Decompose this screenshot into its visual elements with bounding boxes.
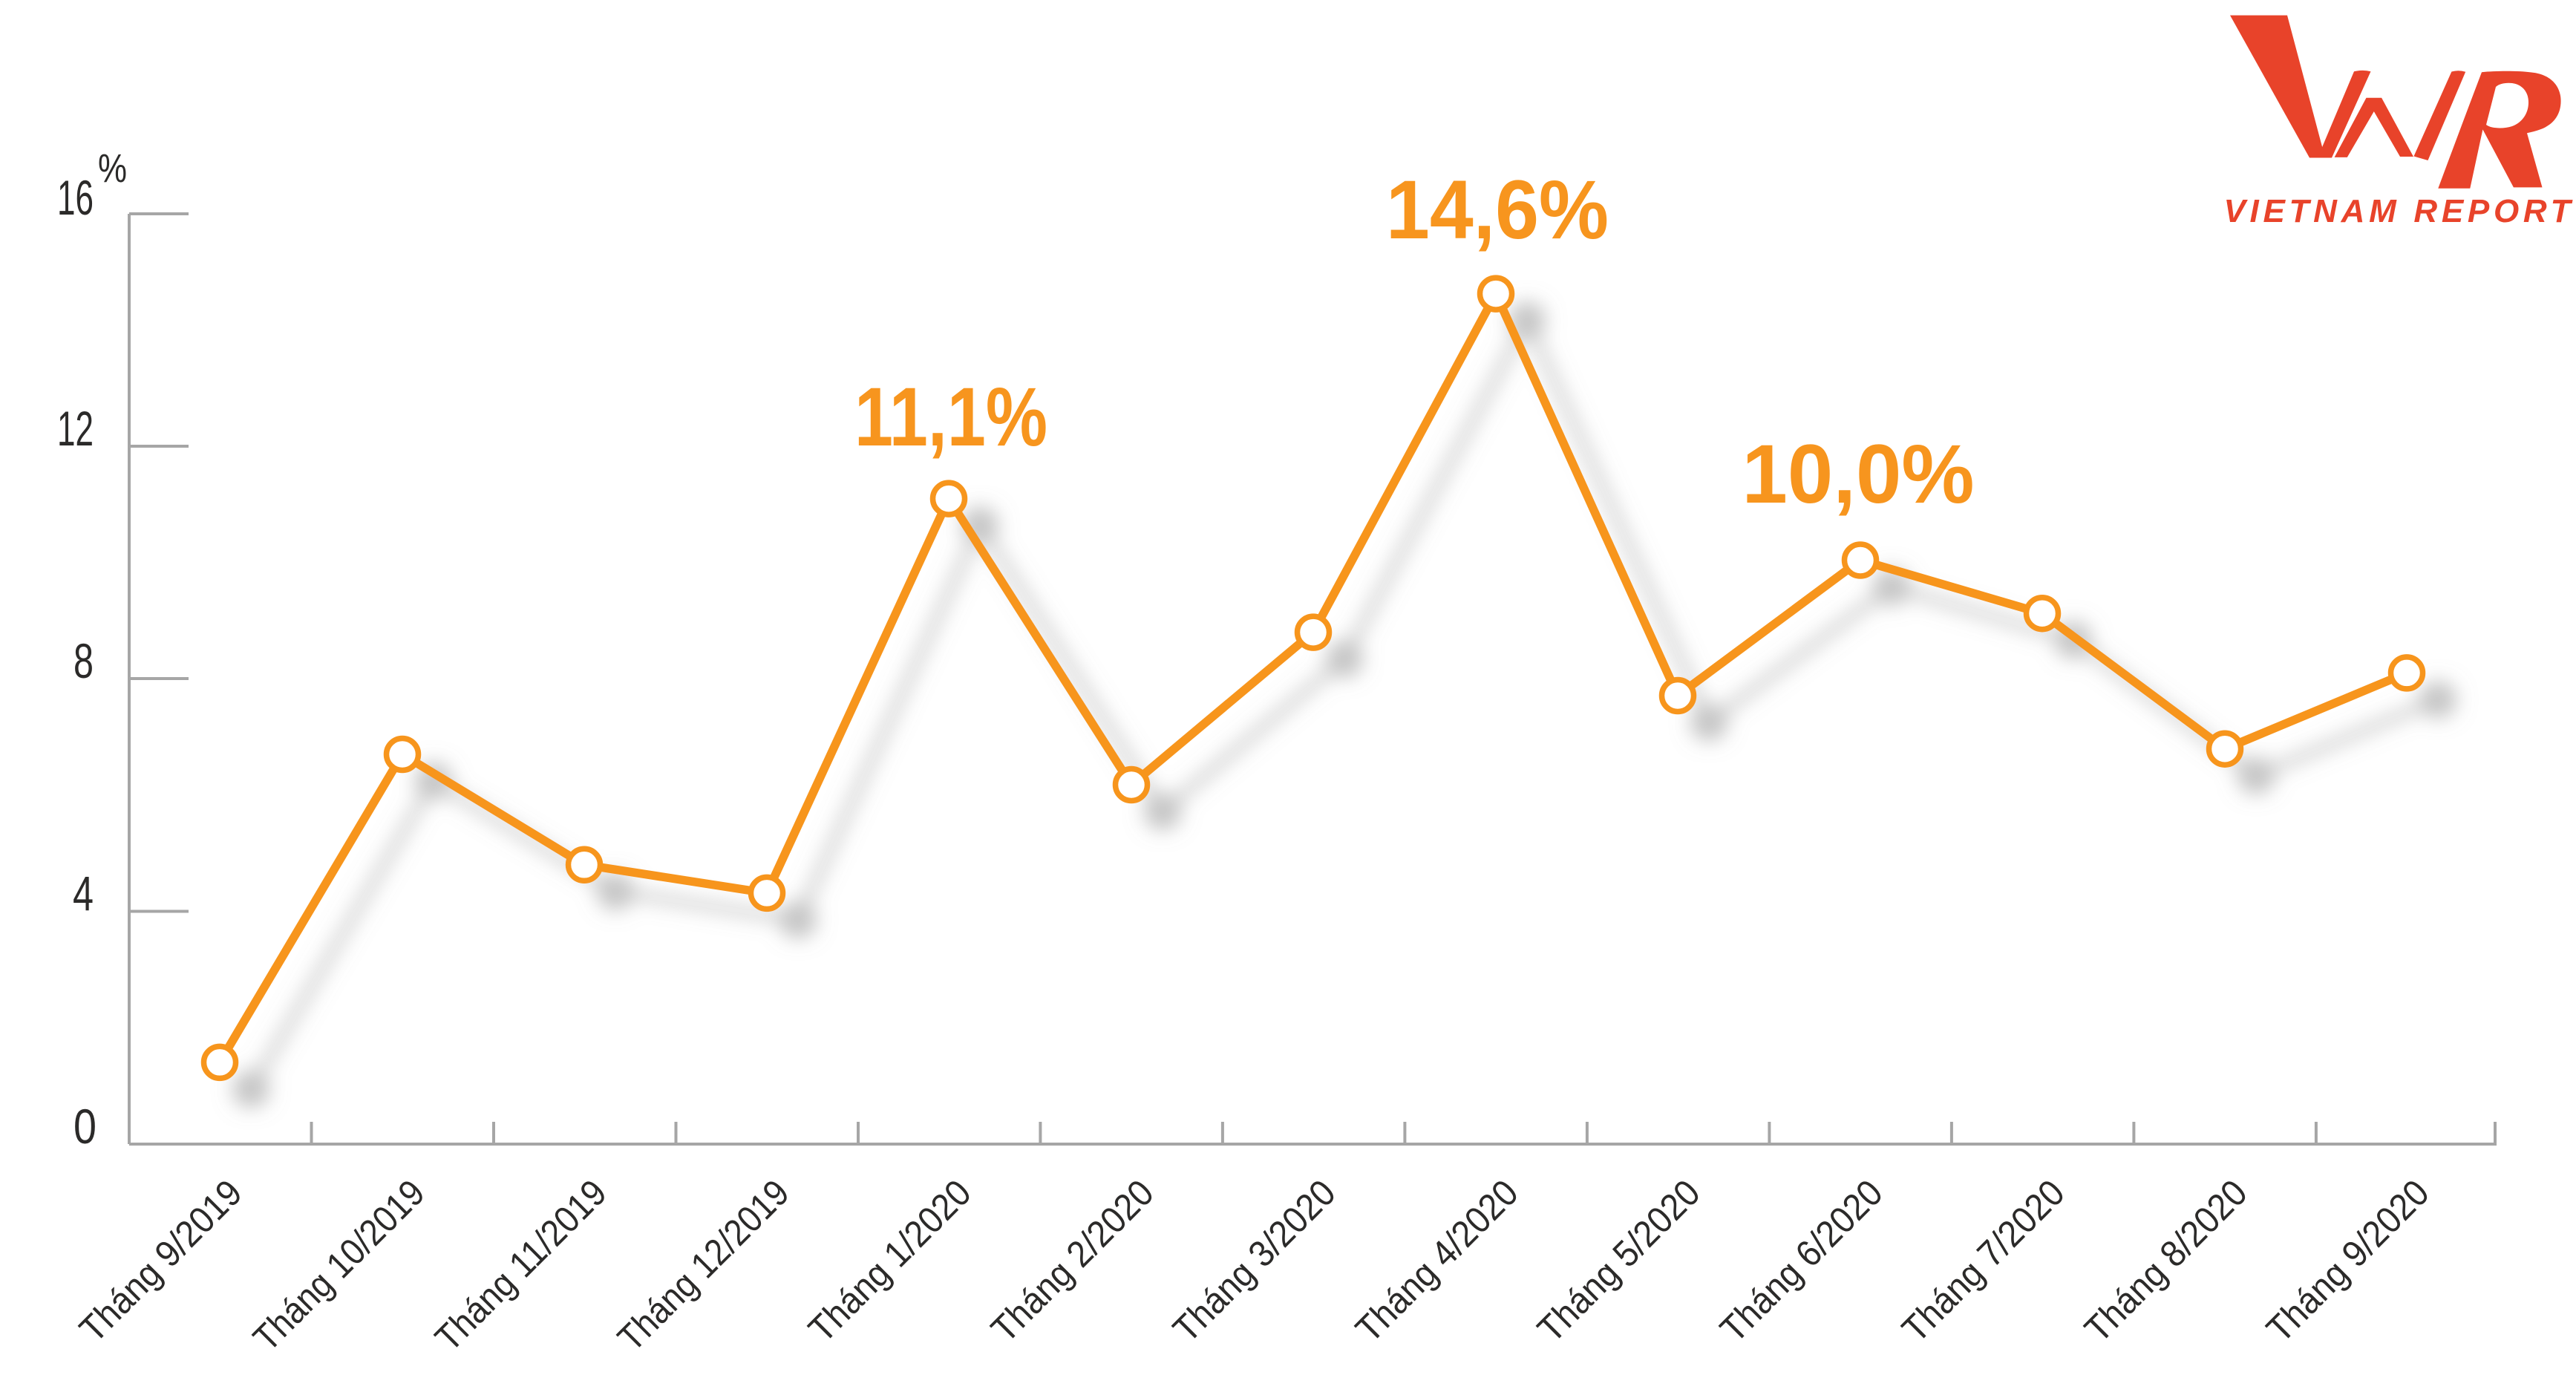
svg-text:12: 12 <box>57 401 94 456</box>
svg-text:16: 16 <box>57 170 94 225</box>
svg-text:14,6%: 14,6% <box>1386 163 1609 256</box>
svg-text:%: % <box>98 146 127 191</box>
svg-text:10,0%: 10,0% <box>1742 428 1975 520</box>
svg-text:8: 8 <box>73 633 94 688</box>
svg-text:0: 0 <box>73 1099 97 1154</box>
svg-text:11,1%: 11,1% <box>854 370 1047 463</box>
svg-text:4: 4 <box>73 866 94 921</box>
